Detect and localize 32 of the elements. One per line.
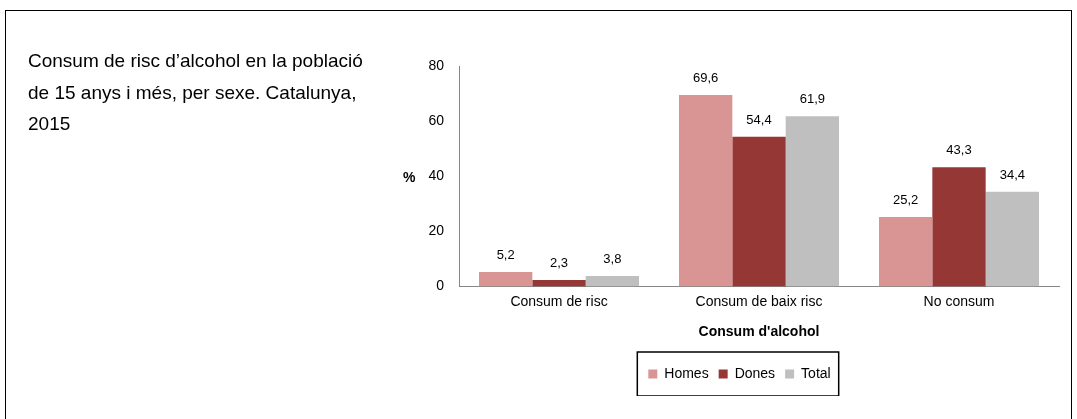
data-label: 25,2 xyxy=(893,192,919,208)
legend-label: Homes xyxy=(664,364,709,381)
y-tick-label: 0 xyxy=(436,277,445,294)
data-label: 5,2 xyxy=(496,247,515,263)
bar xyxy=(585,275,639,287)
data-label: 61,9 xyxy=(799,91,825,107)
text: Consum de risc d’alcohol en la població de 15 anys i més, per sexe. Catalunya, 2015 xyxy=(28,49,364,136)
x-tick-label: Consum de risc xyxy=(510,292,608,309)
bar xyxy=(532,280,586,287)
data-label: 69,6 xyxy=(693,70,719,86)
y-axis-title: % xyxy=(403,168,416,186)
x-tick-label: Consum de baix risc xyxy=(695,292,823,309)
data-label: 2,3 xyxy=(549,255,569,271)
y-tick-label: 40 xyxy=(428,167,445,184)
bar xyxy=(732,136,786,287)
data-label: 34,4 xyxy=(999,166,1025,182)
data-label: 43,3 xyxy=(946,142,972,158)
x-axis-title: Consum d'alcohol xyxy=(698,323,820,340)
bar xyxy=(785,116,839,287)
y-tick-label: 80 xyxy=(428,57,445,74)
legend-label: Dones xyxy=(734,364,776,381)
y-tick-label: 20 xyxy=(428,222,445,239)
bar xyxy=(932,167,986,287)
legend-label: Total xyxy=(801,364,831,381)
bar xyxy=(479,272,533,287)
x-tick-label: No consum xyxy=(923,292,995,309)
data-label: 3,8 xyxy=(603,251,622,267)
bar xyxy=(985,191,1039,287)
bar xyxy=(679,95,733,287)
data-label: 54,4 xyxy=(746,111,772,127)
bar xyxy=(879,217,933,287)
y-tick-label: 60 xyxy=(428,112,445,129)
